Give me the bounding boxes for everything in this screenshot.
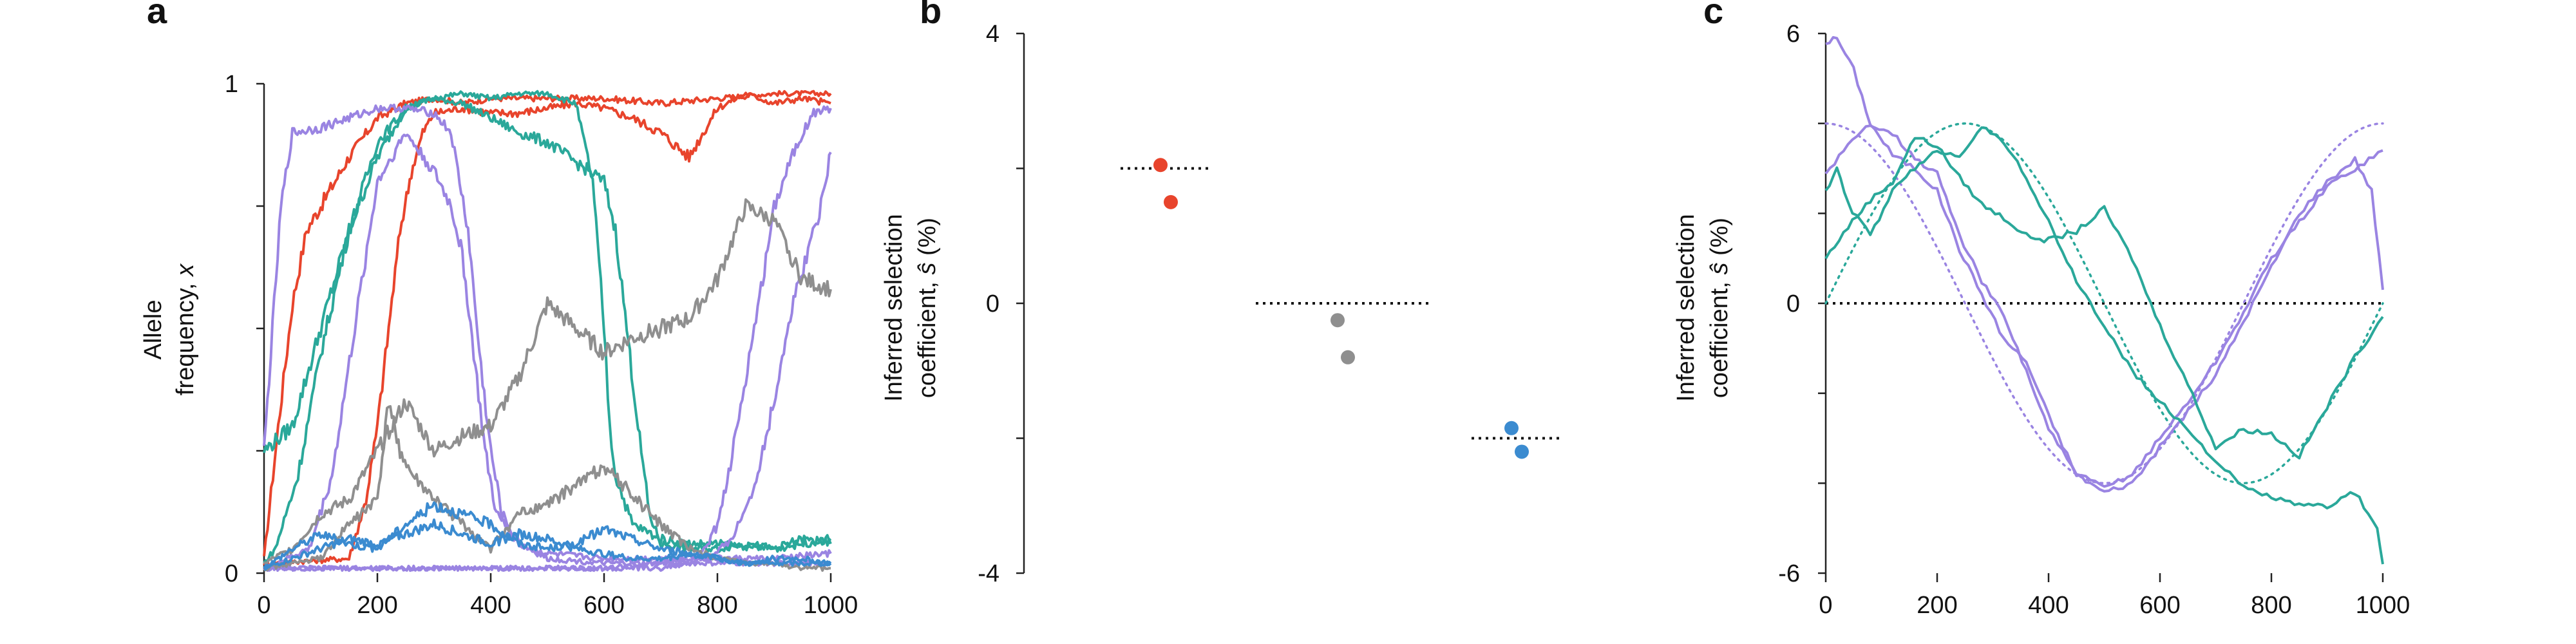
- panel-b-y-tick-label: -4: [978, 560, 999, 587]
- panel-b-point: [1331, 313, 1345, 328]
- panel-a-series: [263, 90, 832, 573]
- panel-a-label: a: [147, 0, 167, 31]
- panel-a-ylabel-line1: Allele: [140, 300, 167, 360]
- panel-b-point: [1504, 421, 1519, 435]
- panel-a-series-line: [263, 151, 832, 573]
- panel-a-series-line: [263, 95, 832, 554]
- panel-c-series-line: [1824, 124, 2383, 488]
- panel-c-y-axis-label: Inferred selection coefficient, ŝ (%): [1672, 214, 1733, 402]
- panel-a-ylabel-line2: frequency, x: [172, 263, 199, 395]
- panel-a-series-line: [263, 90, 832, 564]
- panel-a-x-tick-label: 800: [697, 592, 737, 619]
- panel-c-x-tick-label: 600: [2139, 592, 2180, 619]
- panel-a-y-tick-label: 1: [225, 71, 238, 98]
- panel-b-y-axis-label: Inferred selection coefficient, ŝ (%): [880, 214, 941, 402]
- panel-a-x-tick-label: 0: [257, 592, 270, 619]
- panel-b-axes: -4 0 4: [978, 21, 1025, 587]
- panel-c-label: c: [1703, 0, 1723, 31]
- panel-c: c Inferred selection coefficient, ŝ (%) …: [1672, 0, 2410, 619]
- panel-c-series: [1824, 36, 2384, 565]
- panel-b-label: b: [920, 0, 942, 31]
- panel-a: a Allele frequency, x 0 1 0 200 400 600 800 100…: [140, 0, 858, 619]
- panel-c-series-line: [1824, 137, 2384, 460]
- panel-c-ylabel-line1: Inferred selection: [1672, 214, 1700, 402]
- panel-a-series-line: [263, 103, 832, 563]
- panel-c-x-tick-label: 0: [1819, 592, 1832, 619]
- panel-a-series-line: [263, 91, 831, 567]
- panel-a-x-tick-label: 400: [470, 592, 511, 619]
- panel-a-series-line: [263, 518, 832, 569]
- panel-a-series-line: [263, 90, 832, 556]
- panel-c-x-tick-label: 800: [2251, 592, 2291, 619]
- panel-a-series-line: [263, 198, 832, 565]
- panel-c-true-curve: [1824, 122, 2384, 485]
- panel-c-ylabel-line2: coefficient, ŝ (%): [1706, 218, 1733, 398]
- panel-b-groups: [1121, 158, 1562, 459]
- panel-a-x-tick-label: 1000: [804, 592, 858, 619]
- panel-c-y-tick-label: -6: [1778, 560, 1800, 587]
- panel-c-series-line: [1824, 126, 2384, 565]
- panel-c-true-curves: [1824, 122, 2384, 485]
- panel-c-series-line: [1825, 36, 2384, 493]
- panel-b-ylabel-line2: coefficient, ŝ (%): [914, 218, 941, 398]
- panel-a-x-tick-label: 200: [357, 592, 397, 619]
- panel-b-y-tick-label: 4: [986, 21, 999, 48]
- panel-c-y-tick-label: 6: [1786, 21, 1800, 48]
- panel-c-axes: -6 0 6 0 200 400 600 800 1000: [1778, 21, 2410, 619]
- panel-b-y-tick-label: 0: [986, 290, 999, 317]
- panel-b: b Inferred selection coefficient, ŝ (%) …: [880, 0, 1562, 587]
- panel-b-point: [1515, 444, 1529, 459]
- panel-a-series-line: [263, 133, 832, 571]
- panel-b-point: [1153, 158, 1168, 173]
- panel-a-x-tick-label: 600: [583, 592, 624, 619]
- panel-c-y-tick-label: 0: [1786, 290, 1800, 317]
- panel-b-point: [1341, 350, 1355, 365]
- panel-b-ylabel-line1: Inferred selection: [880, 214, 907, 402]
- panel-c-x-tick-label: 400: [2028, 592, 2069, 619]
- panel-a-y-tick-label: 0: [225, 560, 238, 587]
- panel-a-y-axis-label: Allele frequency, x: [140, 263, 199, 395]
- panel-a-axes: 0 1 0 200 400 600 800 1000: [225, 71, 858, 619]
- panel-c-x-tick-label: 1000: [2356, 592, 2410, 619]
- panel-c-x-tick-label: 200: [1917, 592, 1957, 619]
- panel-c-true-curve: [1824, 122, 2384, 485]
- panel-b-point: [1164, 194, 1178, 209]
